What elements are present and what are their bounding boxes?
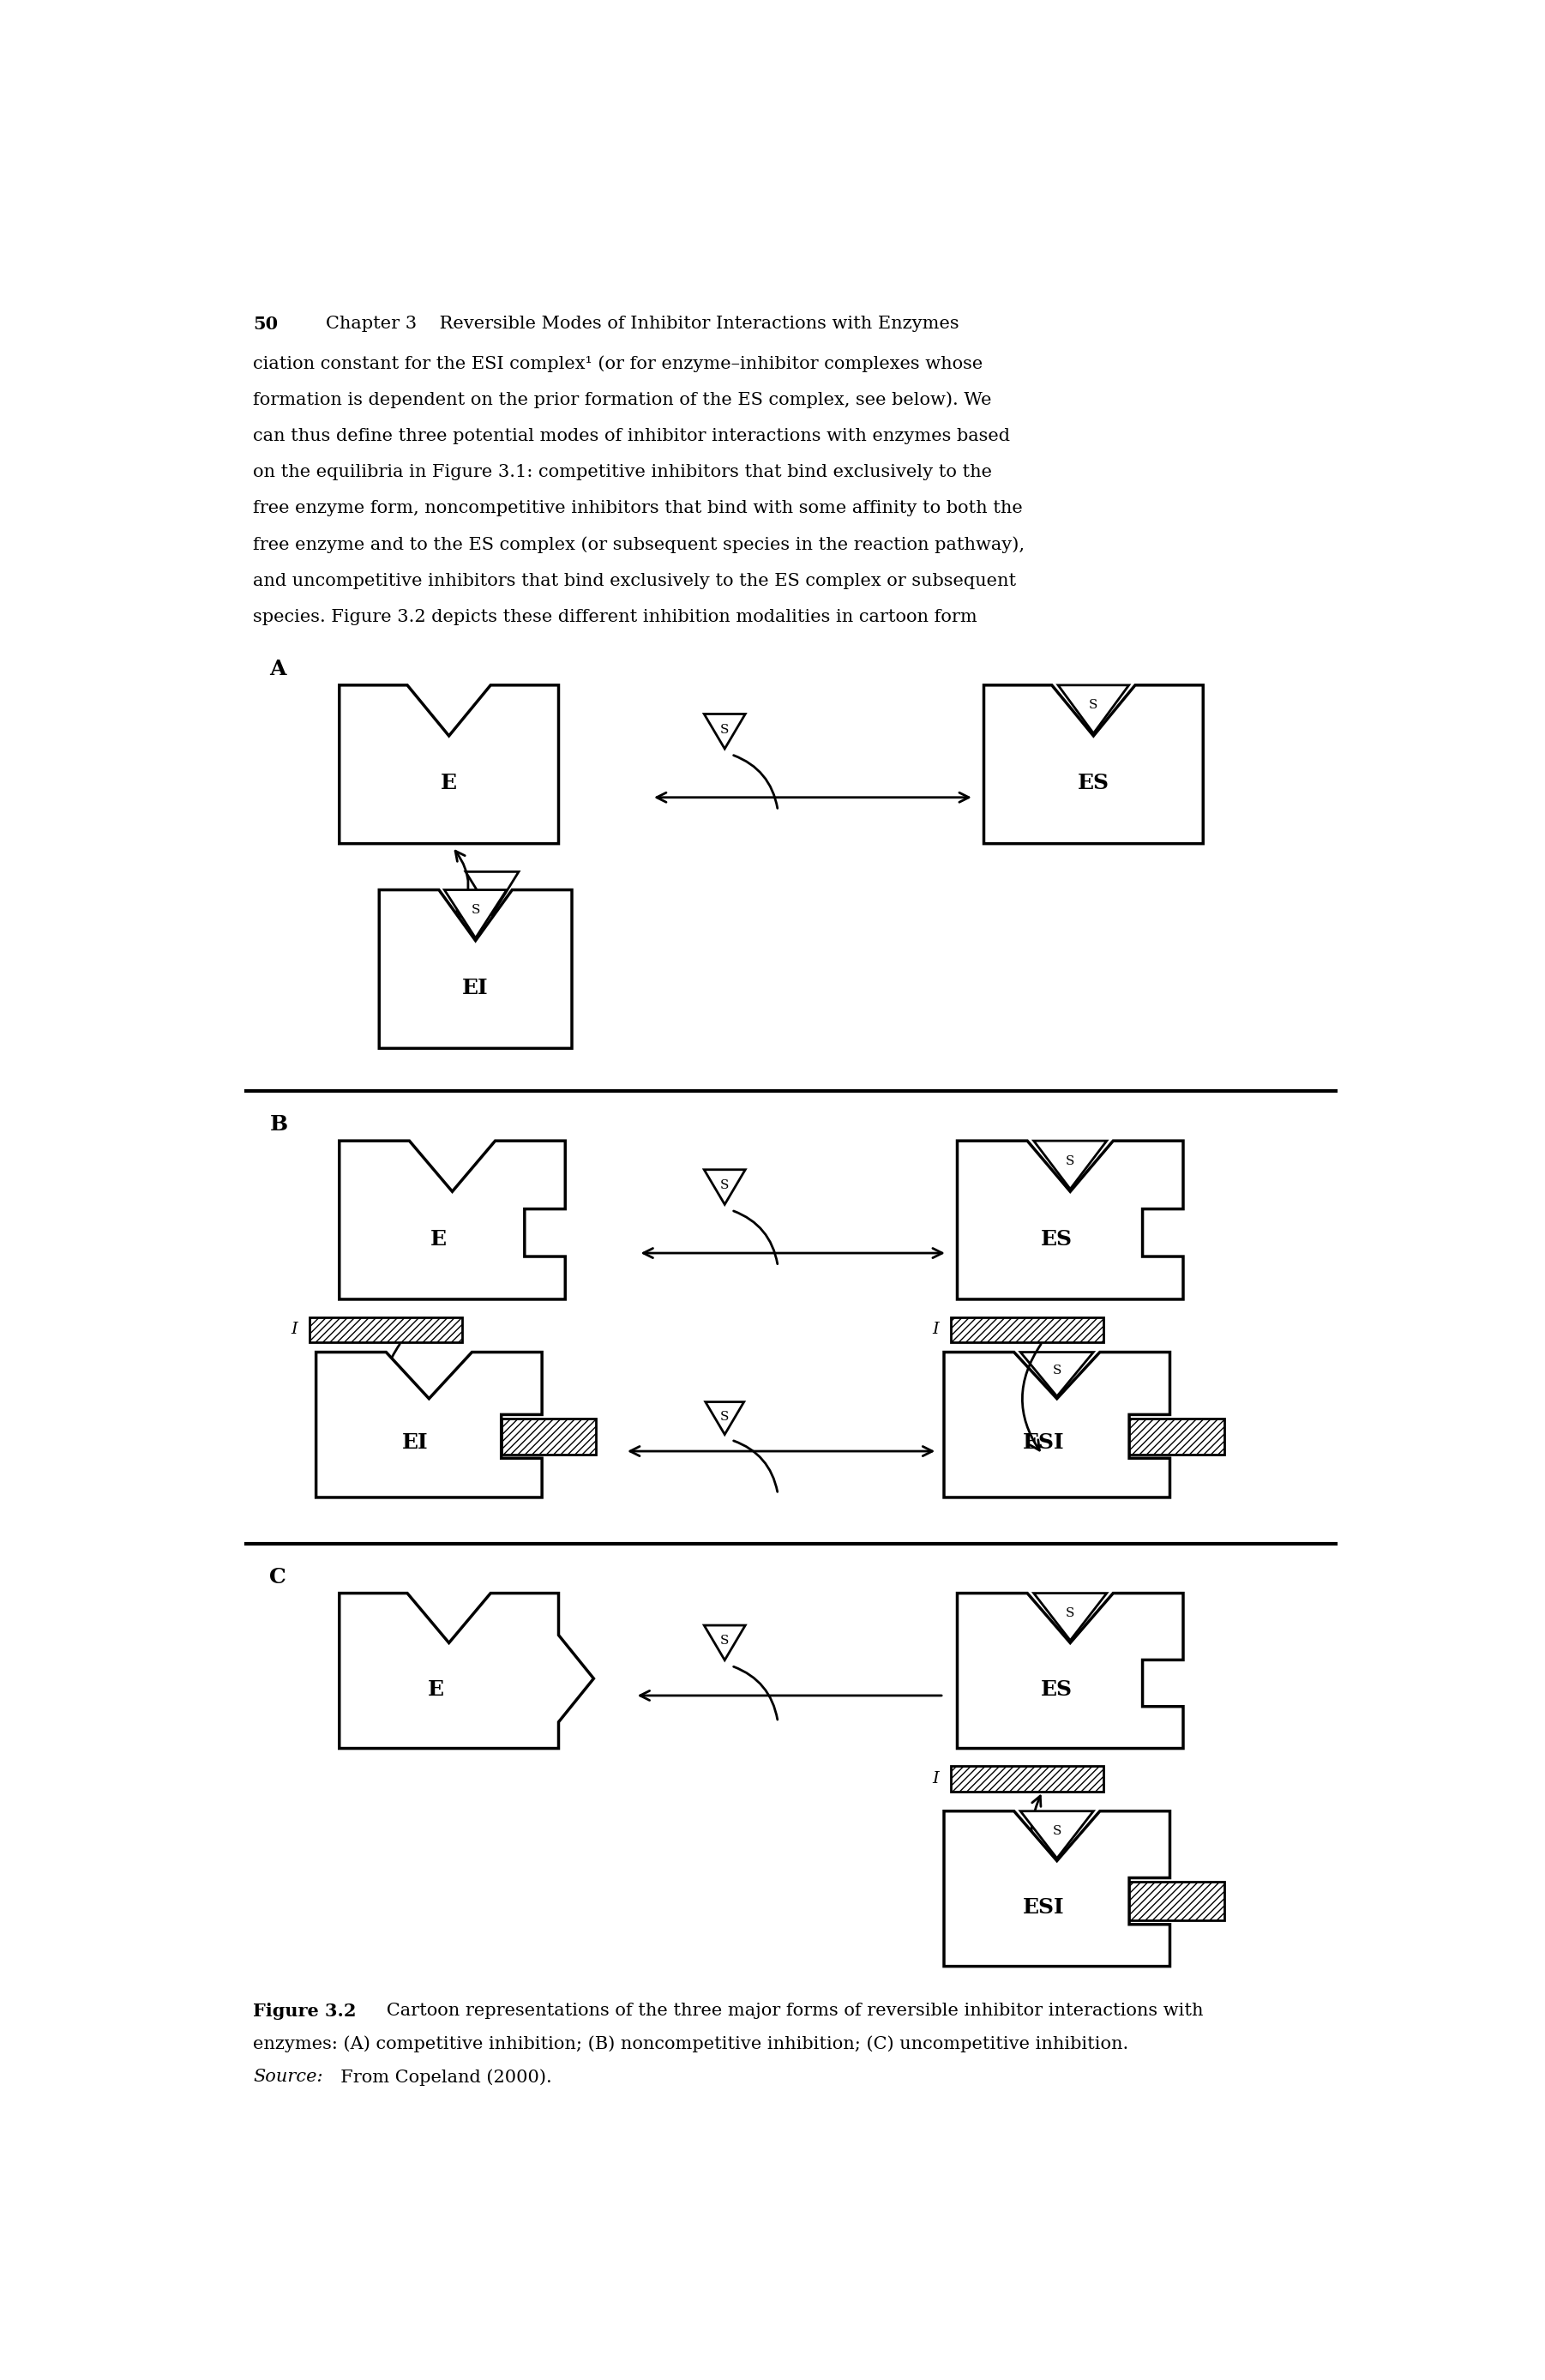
Bar [501,1418,596,1454]
Polygon shape [1034,1592,1106,1640]
Text: E: E [440,774,457,793]
Text: B: B [269,1114,287,1135]
Bar [950,1316,1103,1342]
Polygon shape [465,871,519,914]
Text: ES: ES [1041,1228,1072,1250]
Text: enzymes: (A) competitive inhibition; (B) noncompetitive inhibition; (C) uncompet: enzymes: (A) competitive inhibition; (B)… [253,2035,1128,2052]
Text: Chapter 3    Reversible Modes of Inhibitor Interactions with Enzymes: Chapter 3 Reversible Modes of Inhibitor … [326,314,959,331]
Polygon shape [706,1402,745,1435]
Text: species. Figure 3.2 depicts these different inhibition modalities in cartoon for: species. Figure 3.2 depicts these differ… [253,609,976,626]
Text: free enzyme and to the ES complex (or subsequent species in the reaction pathway: free enzyme and to the ES complex (or su… [253,536,1024,555]
Text: Figure 3.2: Figure 3.2 [253,2002,357,2021]
Text: I: I [932,1321,939,1338]
FancyArrowPatch shape [456,852,468,919]
Text: Cartoon representations of the three major forms of reversible inhibitor interac: Cartoon representations of the three maj… [369,2002,1204,2018]
Polygon shape [340,1140,565,1299]
Bar [950,1766,1103,1792]
Text: S: S [720,1635,729,1647]
Text: S: S [1052,1364,1061,1376]
FancyArrowPatch shape [734,754,777,809]
FancyArrowPatch shape [382,1345,400,1449]
Bar [1129,1418,1224,1454]
Text: S: S [471,904,480,916]
Polygon shape [984,685,1204,843]
FancyArrowPatch shape [734,1666,777,1721]
Text: Source:: Source: [253,2068,323,2085]
Bar [1129,1883,1224,1921]
Text: S: S [720,1180,729,1192]
Text: ESI: ESI [1023,1897,1065,1918]
Text: C: C [269,1566,286,1587]
FancyArrowPatch shape [1031,1797,1058,1897]
Text: E: E [428,1680,443,1699]
Polygon shape [958,1592,1183,1749]
Polygon shape [944,1352,1170,1497]
Polygon shape [705,1169,745,1204]
Polygon shape [705,714,745,750]
Text: S: S [720,724,729,735]
Text: can thus define three potential modes of inhibitor interactions with enzymes bas: can thus define three potential modes of… [253,428,1010,445]
Text: 50: 50 [253,314,278,333]
Text: A: A [269,659,286,678]
Polygon shape [340,685,559,843]
Polygon shape [958,1140,1183,1299]
FancyArrowPatch shape [734,1440,777,1492]
Text: E: E [431,1228,447,1250]
Text: S: S [1066,1154,1075,1166]
Polygon shape [445,890,507,938]
Bar [309,1316,462,1342]
Text: S: S [1089,700,1098,712]
Text: on the equilibria in Figure 3.1: competitive inhibitors that bind exclusively to: on the equilibria in Figure 3.1: competi… [253,464,992,481]
Text: ESI: ESI [1023,1433,1065,1452]
Text: EI: EI [402,1433,428,1452]
Polygon shape [1058,685,1129,733]
Text: free enzyme form, noncompetitive inhibitors that bind with some affinity to both: free enzyme form, noncompetitive inhibit… [253,500,1023,516]
Polygon shape [340,1592,593,1749]
Polygon shape [1020,1811,1094,1859]
Text: ES: ES [1041,1680,1072,1699]
Polygon shape [944,1811,1170,1966]
FancyArrowPatch shape [1023,1345,1041,1449]
FancyArrowPatch shape [734,1211,777,1264]
Polygon shape [1020,1352,1094,1397]
Text: I: I [290,1321,298,1338]
Text: I: I [932,1771,939,1787]
Text: S: S [1052,1825,1061,1837]
Text: From Copeland (2000).: From Copeland (2000). [329,2068,552,2085]
Polygon shape [705,1626,745,1661]
Polygon shape [379,890,572,1047]
Text: and uncompetitive inhibitors that bind exclusively to the ES complex or subseque: and uncompetitive inhibitors that bind e… [253,574,1017,590]
Text: ciation constant for the ESI complex¹ (or for enzyme–inhibitor complexes whose: ciation constant for the ESI complex¹ (o… [253,355,983,371]
Text: ES: ES [1077,774,1109,793]
Polygon shape [317,1352,542,1497]
Text: EI: EI [462,978,488,1000]
Polygon shape [1034,1140,1106,1190]
Text: formation is dependent on the prior formation of the ES complex, see below). We: formation is dependent on the prior form… [253,390,992,407]
Text: S: S [720,1411,729,1423]
Text: S: S [1066,1607,1075,1618]
